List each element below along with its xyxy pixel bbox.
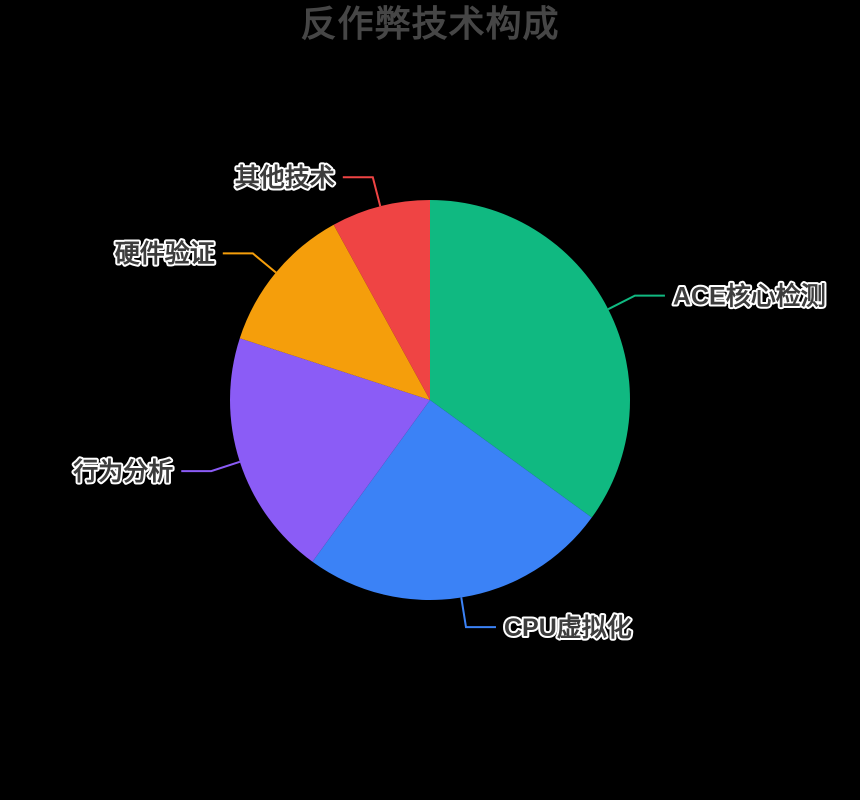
pie-slice-2[interactable] xyxy=(312,400,592,600)
label-leader-line-3 xyxy=(181,460,241,473)
label-leader-line-5 xyxy=(342,176,382,207)
slice-label-1: ACE核心检测 xyxy=(673,281,826,310)
pie-slice-1[interactable] xyxy=(430,200,630,518)
label-leader-line-4 xyxy=(222,252,277,274)
pie-slice-4[interactable] xyxy=(239,224,430,400)
label-leader-line-2 xyxy=(460,597,496,629)
slice-label-5: 其他技术 xyxy=(235,163,335,192)
chart-title: 反作弊技术构成 xyxy=(300,3,560,44)
slice-label-3: 行为分析 xyxy=(72,458,173,486)
pie-slice-3[interactable] xyxy=(230,338,430,562)
slice-label-4: 硬件验证 xyxy=(115,239,215,268)
label-leader-line-1 xyxy=(607,294,665,311)
slice-label-2: CPU虚拟化 xyxy=(504,614,632,642)
pie-slice-5[interactable] xyxy=(333,200,430,400)
